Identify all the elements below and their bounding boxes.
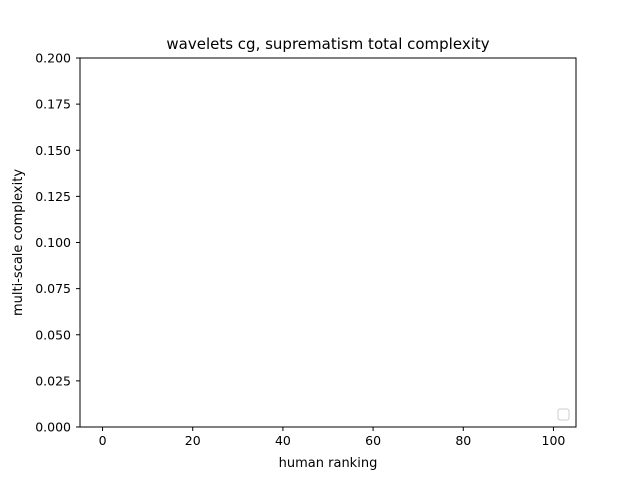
- x-axis-ticks: 0 20 40 60 80 100: [99, 427, 566, 448]
- x-tick-label: 60: [365, 433, 381, 448]
- x-tick-label: 40: [275, 433, 291, 448]
- plot-area: [80, 58, 576, 427]
- plot-frame: [79, 57, 577, 428]
- y-tick-label: 0.000: [35, 420, 71, 435]
- x-tick-label: 0: [99, 433, 107, 448]
- x-tick-label: 80: [455, 433, 471, 448]
- y-tick-label: 0.100: [35, 235, 71, 250]
- y-tick-label: 0.200: [35, 51, 71, 66]
- y-tick-label: 0.175: [35, 97, 71, 112]
- chart-title: wavelets cg, suprematism total complexit…: [166, 35, 489, 53]
- x-tick-label: 20: [185, 433, 201, 448]
- legend-box: [557, 408, 570, 421]
- x-tick-label: 100: [542, 433, 566, 448]
- y-tick-label: 0.075: [35, 281, 71, 296]
- x-axis-label: human ranking: [279, 456, 378, 471]
- y-axis-label: multi-scale complexity: [11, 169, 26, 316]
- y-tick-label: 0.025: [35, 373, 71, 388]
- y-tick-label: 0.050: [35, 327, 71, 342]
- y-tick-label: 0.125: [35, 189, 71, 204]
- y-axis-ticks: 0.000 0.025 0.050 0.075 0.100 0.125 0.150 0.175…: [35, 51, 80, 435]
- y-tick-label: 0.150: [35, 143, 71, 158]
